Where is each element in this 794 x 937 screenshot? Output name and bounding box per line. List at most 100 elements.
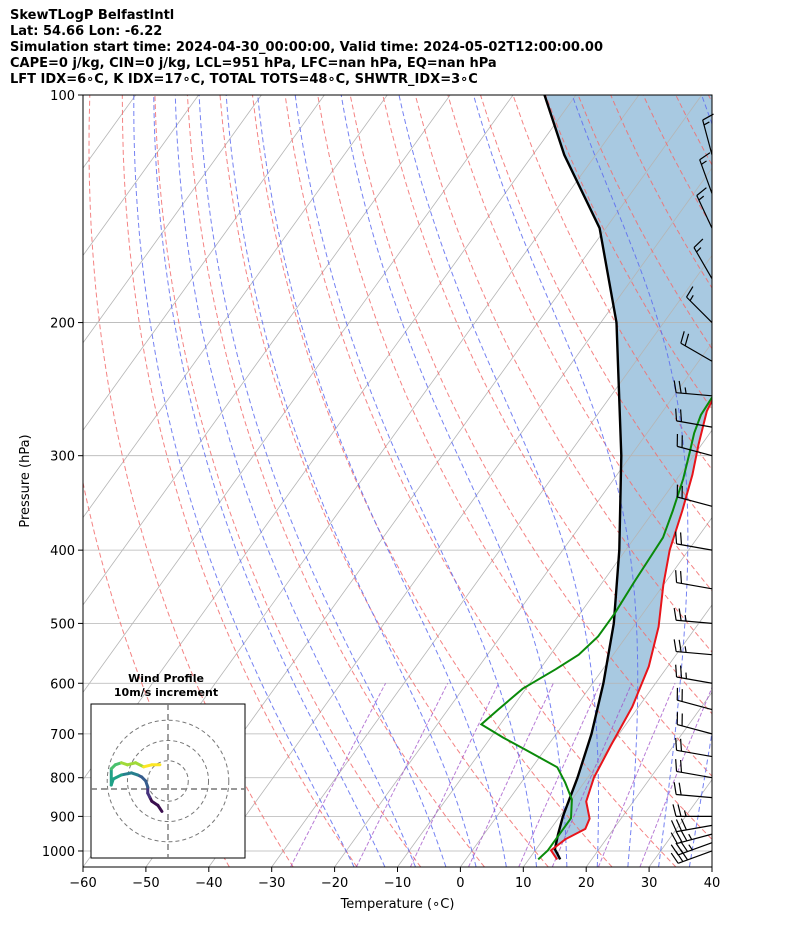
moist-adiabat-line bbox=[174, 95, 416, 867]
y-tick-label: 600 bbox=[50, 677, 75, 692]
wind-barb bbox=[676, 484, 713, 507]
hodograph-title: Wind Profile bbox=[128, 672, 204, 685]
parcel-path-line bbox=[543, 95, 623, 860]
isotherm-line bbox=[271, 254, 712, 867]
moist-adiabat-line bbox=[720, 95, 794, 867]
temperature-line bbox=[549, 398, 712, 860]
wind-barb bbox=[675, 408, 713, 428]
wind-barb bbox=[676, 433, 713, 457]
isotherm-line bbox=[83, 95, 451, 606]
mixing-ratio-line bbox=[409, 683, 500, 867]
wind-barb bbox=[680, 331, 713, 362]
hodograph-ring bbox=[147, 760, 189, 802]
x-tick-label: −40 bbox=[195, 876, 222, 891]
moist-adiabat-line bbox=[198, 95, 447, 867]
wind-barbs-layer bbox=[670, 113, 714, 864]
wind-barb bbox=[676, 712, 713, 735]
dry-adiabat-line bbox=[88, 95, 294, 867]
isotherm-line bbox=[208, 167, 712, 867]
dry-adiabat-line bbox=[317, 95, 712, 841]
isotherm-line bbox=[334, 342, 712, 867]
y-tick-label: 800 bbox=[50, 772, 75, 787]
hodograph-ring bbox=[126, 739, 210, 823]
x-tick-label: 10 bbox=[515, 876, 532, 891]
dry-adiabat-line bbox=[774, 95, 794, 867]
hodograph-segment bbox=[119, 771, 134, 777]
wind-barb bbox=[673, 607, 713, 625]
dry-adiabat-line bbox=[741, 95, 794, 867]
x-tick-label: −50 bbox=[132, 876, 159, 891]
isotherm-line bbox=[83, 95, 325, 431]
x-tick-label: −10 bbox=[384, 876, 411, 891]
dry-adiabat-line bbox=[252, 95, 613, 867]
hodograph-segment bbox=[134, 761, 146, 769]
dry-adiabat-line bbox=[154, 95, 422, 867]
hodograph-subtitle: 10m/s increment bbox=[114, 686, 218, 699]
x-tick-label: −30 bbox=[258, 876, 285, 891]
dry-adiabat-line bbox=[284, 95, 677, 867]
x-tick-label: −20 bbox=[321, 876, 348, 891]
isotherm-line bbox=[83, 95, 388, 519]
moist-adiabat-line bbox=[294, 95, 538, 867]
hodograph-ring bbox=[106, 719, 230, 843]
hodograph-segment bbox=[111, 773, 123, 781]
wind-barb bbox=[676, 687, 713, 711]
mixing-ratio-line bbox=[468, 683, 554, 867]
isotherm-line bbox=[83, 95, 262, 344]
axes-layer: −60 −50 −40 −30 −20 −10 0 10 20 30 40 1000 900 800 700… bbox=[18, 89, 720, 912]
mixing-ratio-line bbox=[639, 686, 712, 867]
y-tick-label: 700 bbox=[50, 728, 75, 743]
dry-adiabat-line bbox=[219, 95, 549, 867]
wind-barb bbox=[670, 829, 713, 845]
x-tick-label: 0 bbox=[456, 876, 464, 891]
stability-indices-line-1: CAPE=0 j/kg, CIN=0 j/kg, LCL=951 hPa, LF… bbox=[10, 56, 497, 71]
moist-adiabat-line bbox=[340, 95, 568, 867]
y-tick-label: 300 bbox=[50, 450, 75, 465]
chart-title-block: SkewTLogP BelfastIntl Lat: 54.66 Lon: -6… bbox=[10, 8, 603, 88]
isotherm-line bbox=[83, 95, 514, 693]
station-location: Lat: 54.66 Lon: -6.22 bbox=[10, 24, 163, 39]
wind-barb bbox=[675, 737, 713, 758]
moist-adiabat-line bbox=[225, 95, 477, 867]
wind-barb bbox=[670, 840, 713, 856]
mixing-ratio-line bbox=[597, 683, 676, 867]
wind-barb bbox=[673, 639, 713, 656]
moist-adiabat-line bbox=[473, 95, 639, 867]
isotherm-line bbox=[0, 95, 10, 867]
wind-barb bbox=[699, 152, 713, 194]
y-tick-label: 100 bbox=[50, 89, 75, 104]
x-tick-label: 40 bbox=[704, 876, 721, 891]
y-tick-label: 1000 bbox=[42, 845, 75, 860]
mixing-ratio-line bbox=[355, 683, 449, 867]
isotherm-line bbox=[83, 95, 199, 257]
dry-adiabat-line bbox=[707, 95, 712, 103]
dry-adiabat-line bbox=[512, 95, 712, 471]
cape-shading-layer bbox=[544, 95, 712, 860]
wind-barb bbox=[673, 380, 713, 397]
wind-barb bbox=[686, 286, 713, 323]
wind-barb bbox=[670, 818, 713, 833]
y-tick-label: 500 bbox=[50, 617, 75, 632]
wind-barb bbox=[675, 759, 713, 779]
isotherm-line bbox=[711, 866, 712, 867]
x-tick-label: 20 bbox=[578, 876, 595, 891]
cape-area bbox=[544, 95, 712, 860]
wind-barb bbox=[675, 570, 713, 590]
dry-adiabat-line bbox=[186, 95, 485, 867]
wind-barb bbox=[702, 113, 714, 156]
dry-adiabat-line bbox=[480, 95, 712, 531]
dry-adiabat-line bbox=[382, 95, 712, 715]
y-tick-label: 200 bbox=[50, 317, 75, 332]
mixing-ratio-line bbox=[518, 683, 601, 867]
isotherm-line bbox=[460, 516, 712, 867]
isotherm-line bbox=[585, 691, 712, 867]
stability-indices-line-2: LFT IDX=6∘C, K IDX=17∘C, TOTAL TOTS=48∘C… bbox=[10, 72, 478, 87]
dry-adiabat-line bbox=[121, 95, 358, 867]
x-tick-label: −60 bbox=[69, 876, 96, 891]
moist-adiabat-line bbox=[398, 95, 599, 867]
mixing-ratio-line bbox=[290, 683, 387, 867]
dry-adiabat-line bbox=[83, 480, 230, 867]
x-tick-label: 30 bbox=[641, 876, 658, 891]
